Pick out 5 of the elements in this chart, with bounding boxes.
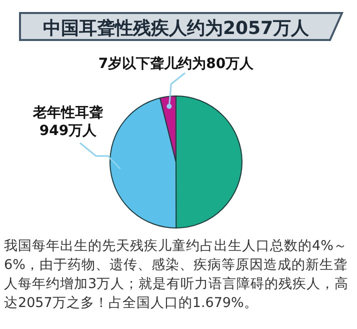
slice-label: 7岁以下聋儿约为80万人 [98,55,255,72]
text: 我国每年出生的先天残疾儿童约占出生人口总数的4%～6%，由于药物、遗传、感染、疾病等原因造成的新生聋人每年约增加3万人；就是有听力语言障碍的残疾人，高达2057万之多！占全国人口的1.679%。 [4,237,350,313]
data-label: 949万人 [39,123,98,139]
slice-label: 老年性耳聋 [32,104,103,121]
chart-title: 中国耳聋性残疾人约为2057万人 [42,18,310,39]
